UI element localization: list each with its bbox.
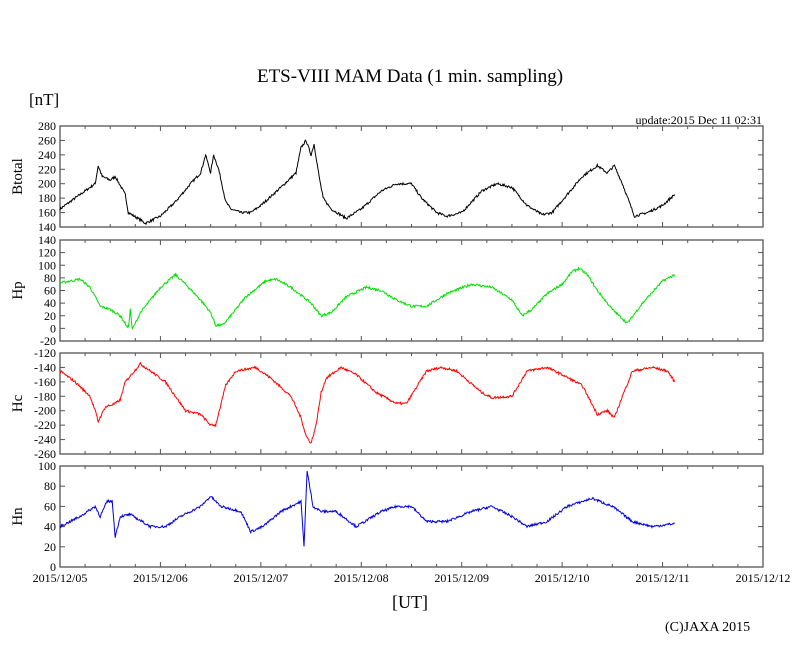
- y-tick-label: -140: [34, 360, 56, 374]
- x-tick-label: 2015/12/11: [635, 571, 689, 585]
- y-tick-label: 60: [44, 499, 56, 513]
- x-tick-label: 2015/12/12: [736, 571, 791, 585]
- series-line-btotal: [59, 139, 676, 226]
- x-tick-label: 2015/12/07: [234, 571, 289, 585]
- y-tick-label: 140: [38, 233, 56, 247]
- y-tick-label: 40: [44, 520, 56, 534]
- y-tick-label: 280: [38, 119, 56, 133]
- y-tick-label: -200: [34, 404, 56, 418]
- y-tick-label: -120: [34, 346, 56, 360]
- y-tick-label: 0: [50, 321, 56, 335]
- series-line-hn: [59, 470, 675, 547]
- chart-title: ETS-VIII MAM Data (1 min. sampling): [256, 66, 564, 87]
- y-axis-label-hc: Hc: [10, 394, 26, 412]
- y-tick-label: 80: [44, 271, 56, 285]
- y-tick-label: 80: [44, 479, 56, 493]
- y-tick-label: 200: [38, 177, 56, 191]
- x-tick-label: 2015/12/09: [434, 571, 489, 585]
- unit-label: [nT]: [29, 90, 60, 109]
- update-timestamp: update:2015 Dec 11 02:31: [635, 113, 762, 127]
- y-tick-label: -20: [40, 334, 56, 348]
- panel-frame-hp: [59, 239, 764, 342]
- panel-frame-hn: [59, 465, 764, 568]
- y-tick-label: 20: [44, 540, 56, 554]
- series-line-hc: [59, 361, 676, 444]
- y-axis-label-btotal: Btotal: [10, 158, 26, 195]
- y-tick-label: 100: [38, 258, 56, 272]
- x-tick-label: 2015/12/06: [133, 571, 188, 585]
- y-tick-label: 60: [44, 284, 56, 298]
- y-tick-label: -260: [34, 447, 56, 461]
- x-axis-label: [UT]: [392, 592, 428, 612]
- y-tick-label: 20: [44, 309, 56, 323]
- x-tick-label: 2015/12/08: [334, 571, 389, 585]
- x-tick-label: 2015/12/05: [33, 571, 88, 585]
- y-tick-label: 40: [44, 296, 56, 310]
- y-tick-label: 240: [38, 148, 56, 162]
- y-tick-label: 100: [38, 459, 56, 473]
- x-tick-label: 2015/12/10: [535, 571, 590, 585]
- y-tick-label: 140: [38, 220, 56, 234]
- y-tick-label: 120: [38, 246, 56, 260]
- y-axis-label-hp: Hp: [10, 281, 26, 299]
- y-tick-label: 0: [50, 560, 56, 574]
- copyright: (C)JAXA 2015: [665, 620, 751, 635]
- y-tick-label: 160: [38, 206, 56, 220]
- y-tick-label: -180: [34, 389, 56, 403]
- y-tick-label: -220: [34, 418, 56, 432]
- y-tick-label: 180: [38, 191, 56, 205]
- y-tick-label: -160: [34, 375, 56, 389]
- y-tick-label: 220: [38, 162, 56, 176]
- y-axis-label-hn: Hn: [10, 507, 26, 526]
- y-tick-label: -240: [34, 433, 56, 447]
- y-tick-label: 260: [38, 133, 56, 147]
- series-line-hp: [59, 266, 676, 330]
